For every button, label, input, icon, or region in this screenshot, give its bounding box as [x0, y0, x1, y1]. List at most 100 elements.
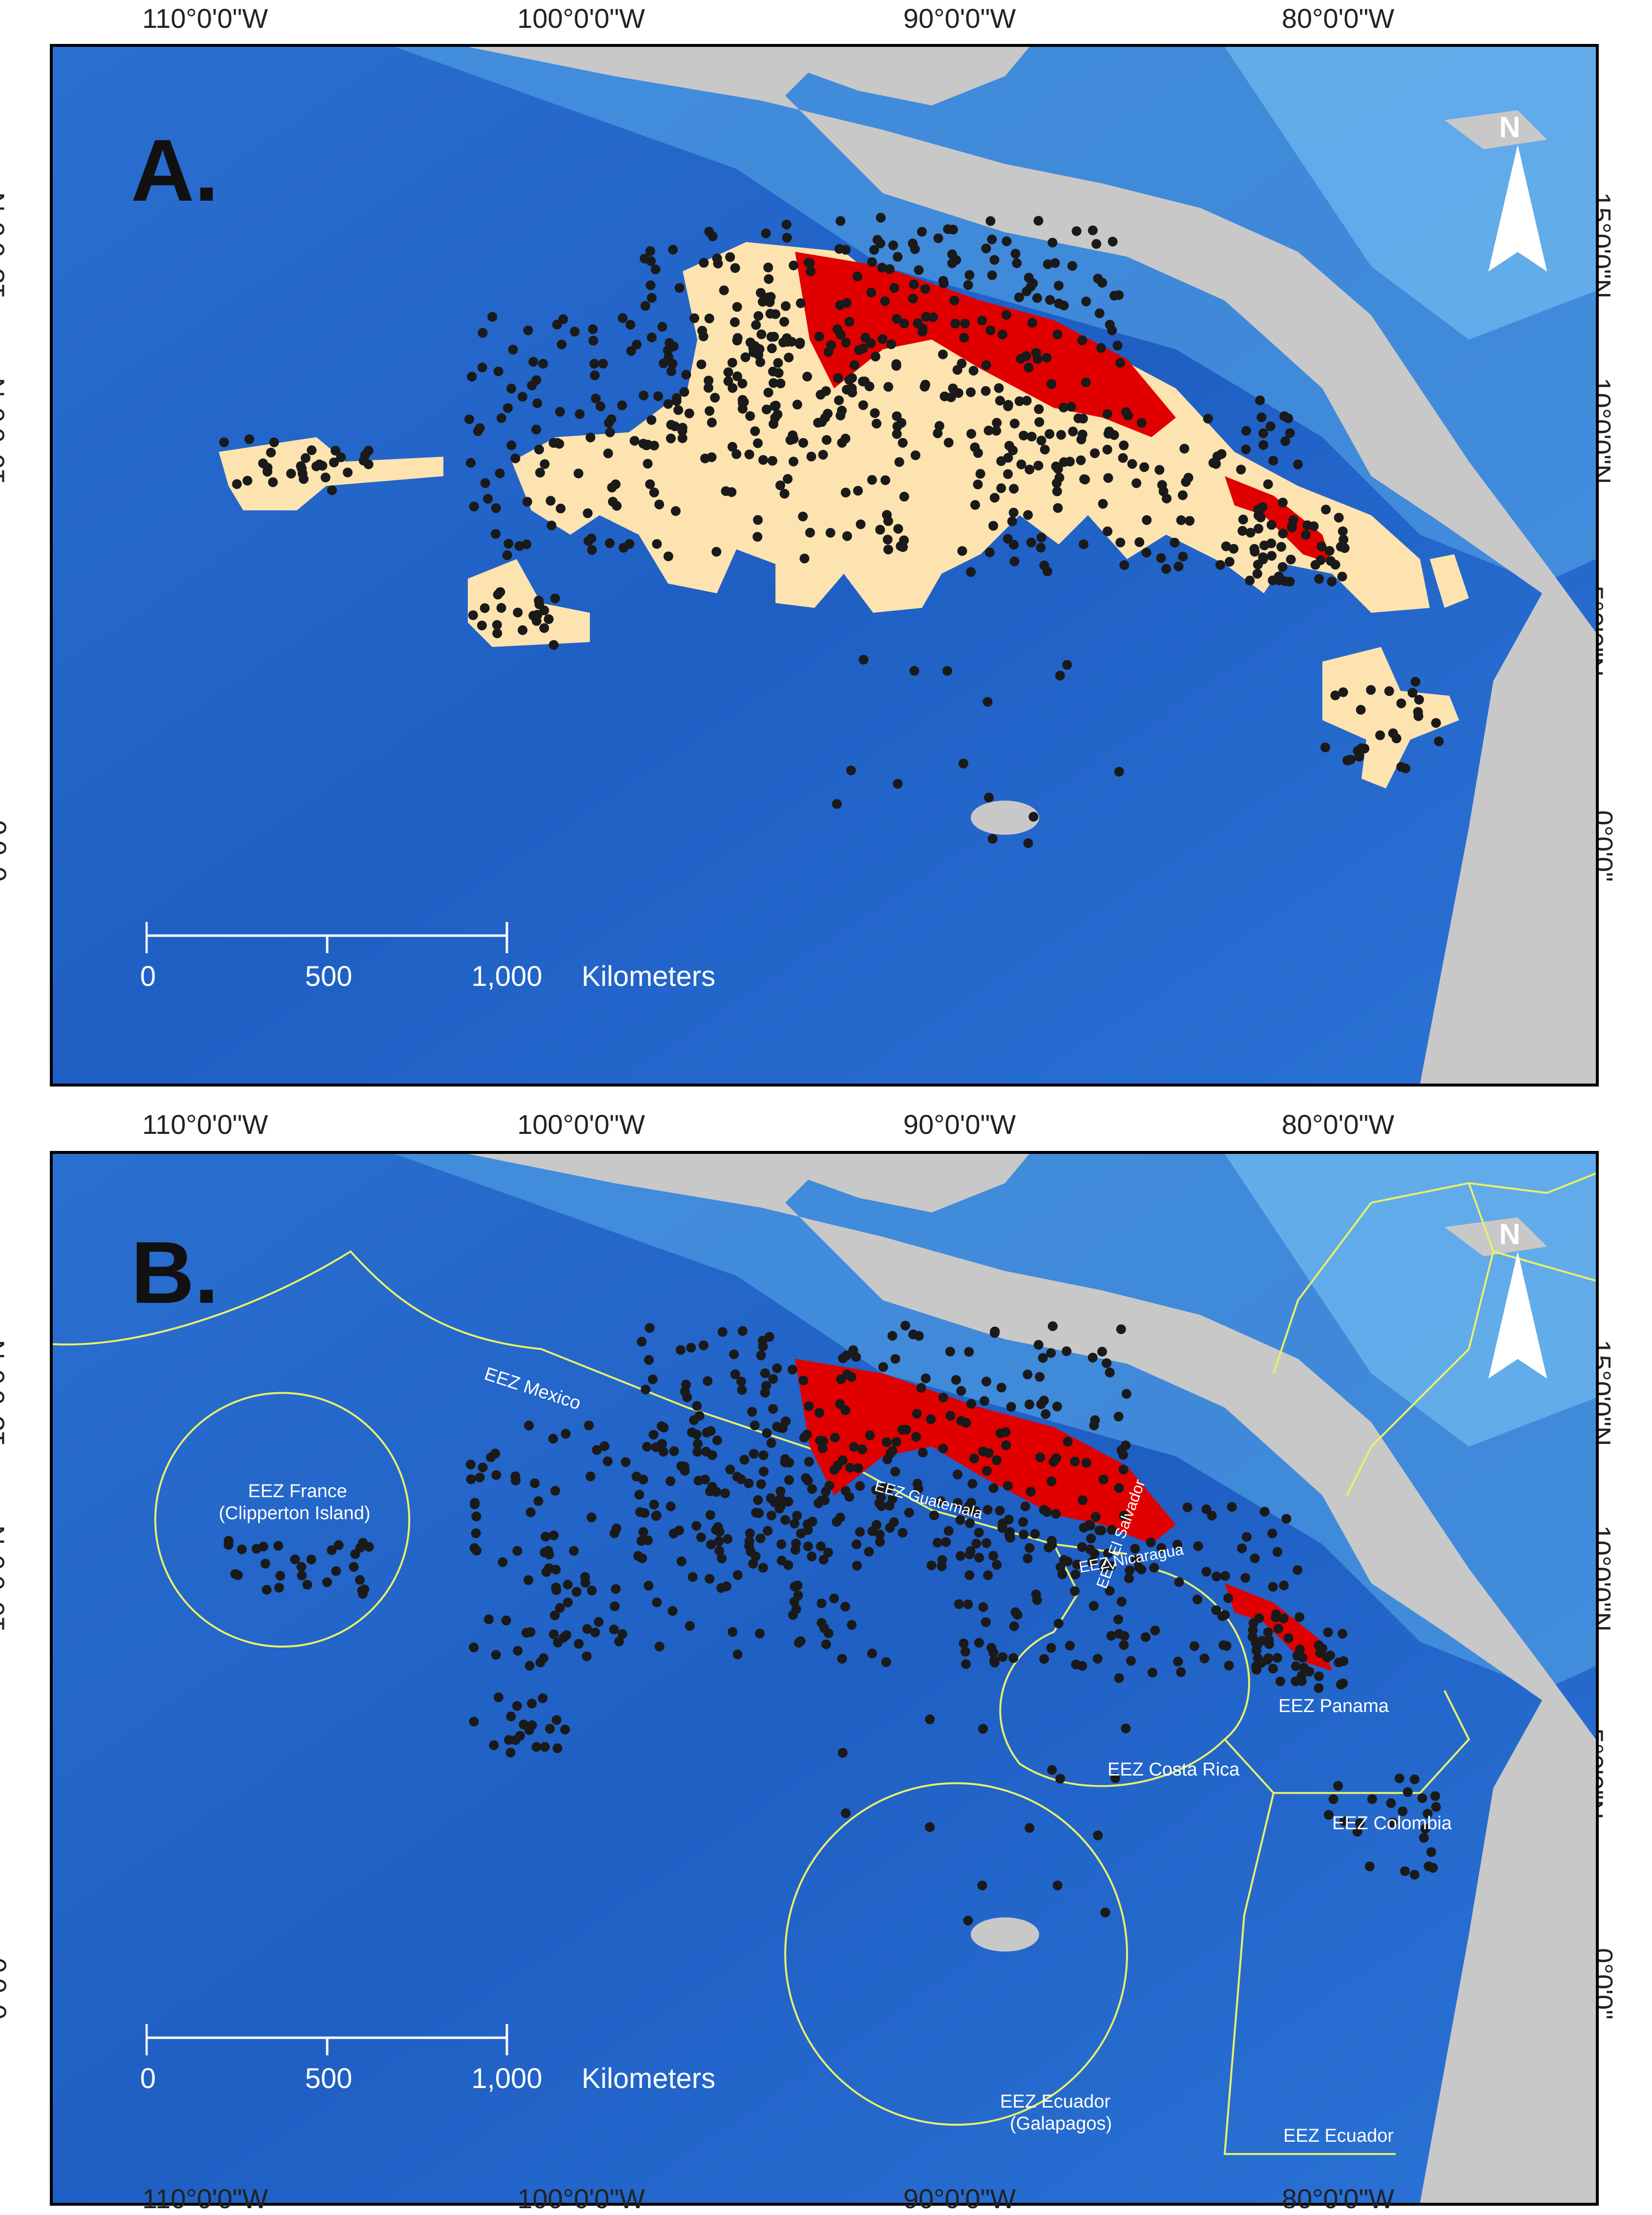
occurrence-point	[1076, 455, 1086, 465]
occurrence-point	[1004, 1514, 1014, 1525]
occurrence-point	[937, 1561, 947, 1571]
occurrence-point	[331, 445, 340, 456]
occurrence-point	[262, 462, 272, 473]
occurrence-point	[836, 216, 846, 226]
occurrence-point	[541, 1531, 551, 1542]
occurrence-point	[717, 1553, 727, 1564]
occurrence-point	[753, 311, 764, 321]
occurrence-point	[1283, 1633, 1294, 1643]
occurrence-point	[889, 1517, 899, 1527]
occurrence-point	[545, 1724, 555, 1734]
occurrence-point	[522, 497, 532, 507]
occurrence-point	[1053, 1618, 1064, 1629]
occurrence-point	[1130, 1544, 1140, 1554]
occurrence-point	[556, 503, 566, 514]
eez-label-panama: EEZ Panama	[1278, 1696, 1389, 1716]
occurrence-point	[1008, 507, 1019, 518]
occurrence-point	[1097, 278, 1108, 288]
occurrence-point	[872, 1520, 882, 1530]
occurrence-point	[798, 511, 808, 522]
occurrence-point	[1118, 1450, 1128, 1460]
occurrence-point	[788, 430, 798, 440]
occurrence-point	[1079, 1523, 1089, 1533]
lat-tick-left-5-b: 5°0'0"N	[0, 1728, 2, 1819]
occurrence-point	[1040, 444, 1050, 455]
occurrence-point	[656, 1421, 667, 1431]
occurrence-point	[842, 531, 852, 541]
occurrence-point	[1274, 575, 1284, 585]
occurrence-point	[1038, 1353, 1048, 1363]
occurrence-point	[686, 1342, 696, 1353]
occurrence-point	[974, 1638, 984, 1648]
occurrence-point	[1141, 1632, 1150, 1642]
occurrence-point	[763, 1525, 773, 1536]
occurrence-point	[1034, 417, 1045, 427]
occurrence-point	[1297, 1676, 1307, 1686]
occurrence-point	[825, 528, 836, 538]
occurrence-point	[833, 373, 843, 383]
occurrence-point	[705, 1510, 715, 1520]
occurrence-point	[876, 212, 886, 223]
occurrence-point	[502, 550, 512, 561]
occurrence-point	[1131, 1555, 1141, 1565]
occurrence-point	[769, 419, 778, 429]
occurrence-point	[329, 458, 339, 467]
occurrence-point	[795, 339, 805, 349]
occurrence-point	[1124, 1573, 1134, 1584]
scale-label-1000-b: 1,000	[471, 2063, 543, 2094]
occurrence-point	[531, 424, 542, 435]
land-jamaica-b	[1444, 1217, 1547, 1256]
occurrence-point	[1207, 1510, 1217, 1521]
occurrence-point	[942, 666, 952, 676]
occurrence-point	[589, 358, 599, 369]
occurrence-point	[1359, 743, 1370, 753]
occurrence-point	[508, 344, 518, 355]
occurrence-point	[982, 1538, 991, 1548]
occurrence-point	[648, 1430, 659, 1440]
occurrence-point	[513, 607, 523, 618]
occurrence-point	[711, 1525, 721, 1535]
occurrence-point	[877, 263, 887, 273]
occurrence-point	[958, 758, 968, 769]
occurrence-point	[606, 414, 616, 424]
north-label-b: N	[1499, 1218, 1521, 1251]
occurrence-point	[737, 1385, 747, 1395]
occurrence-point	[275, 1571, 285, 1581]
occurrence-point	[1263, 479, 1273, 489]
occurrence-point	[1215, 560, 1225, 570]
occurrence-point	[832, 324, 842, 334]
occurrence-point	[1280, 436, 1291, 446]
occurrence-point	[918, 1447, 928, 1458]
occurrence-point	[1189, 1641, 1199, 1651]
occurrence-point	[939, 278, 949, 289]
occurrence-point	[1275, 1676, 1285, 1687]
occurrence-point	[994, 383, 1004, 393]
occurrence-point	[960, 318, 970, 329]
occurrence-point	[1070, 1569, 1081, 1580]
map-a: A. N 0 500 1,000 Kilometers	[50, 44, 1599, 1087]
occurrence-point	[732, 1472, 742, 1482]
occurrence-point	[886, 339, 896, 349]
occurrence-point	[575, 409, 585, 419]
occurrence-point	[506, 383, 517, 394]
occurrence-point	[594, 1617, 604, 1627]
occurrence-point	[737, 378, 748, 389]
occurrence-point	[469, 1716, 479, 1727]
occurrence-point	[1423, 1861, 1434, 1871]
occurrence-point	[640, 301, 650, 311]
occurrence-point	[1042, 353, 1052, 363]
occurrence-point	[1119, 1510, 1129, 1521]
occurrence-point	[527, 1698, 537, 1709]
occurrence-point	[518, 625, 528, 635]
occurrence-point	[840, 487, 851, 498]
occurrence-point	[302, 1580, 313, 1590]
lon-tick-bottom-90: 90°0'0"W	[903, 2183, 1016, 2214]
occurrence-point	[483, 494, 493, 504]
occurrence-point	[707, 418, 717, 428]
occurrence-point	[881, 1657, 891, 1667]
occurrence-point	[1178, 490, 1188, 501]
occurrence-point	[1201, 1567, 1212, 1577]
occurrence-point	[1007, 516, 1017, 526]
occurrence-point	[920, 284, 930, 294]
occurrence-point	[603, 448, 613, 459]
